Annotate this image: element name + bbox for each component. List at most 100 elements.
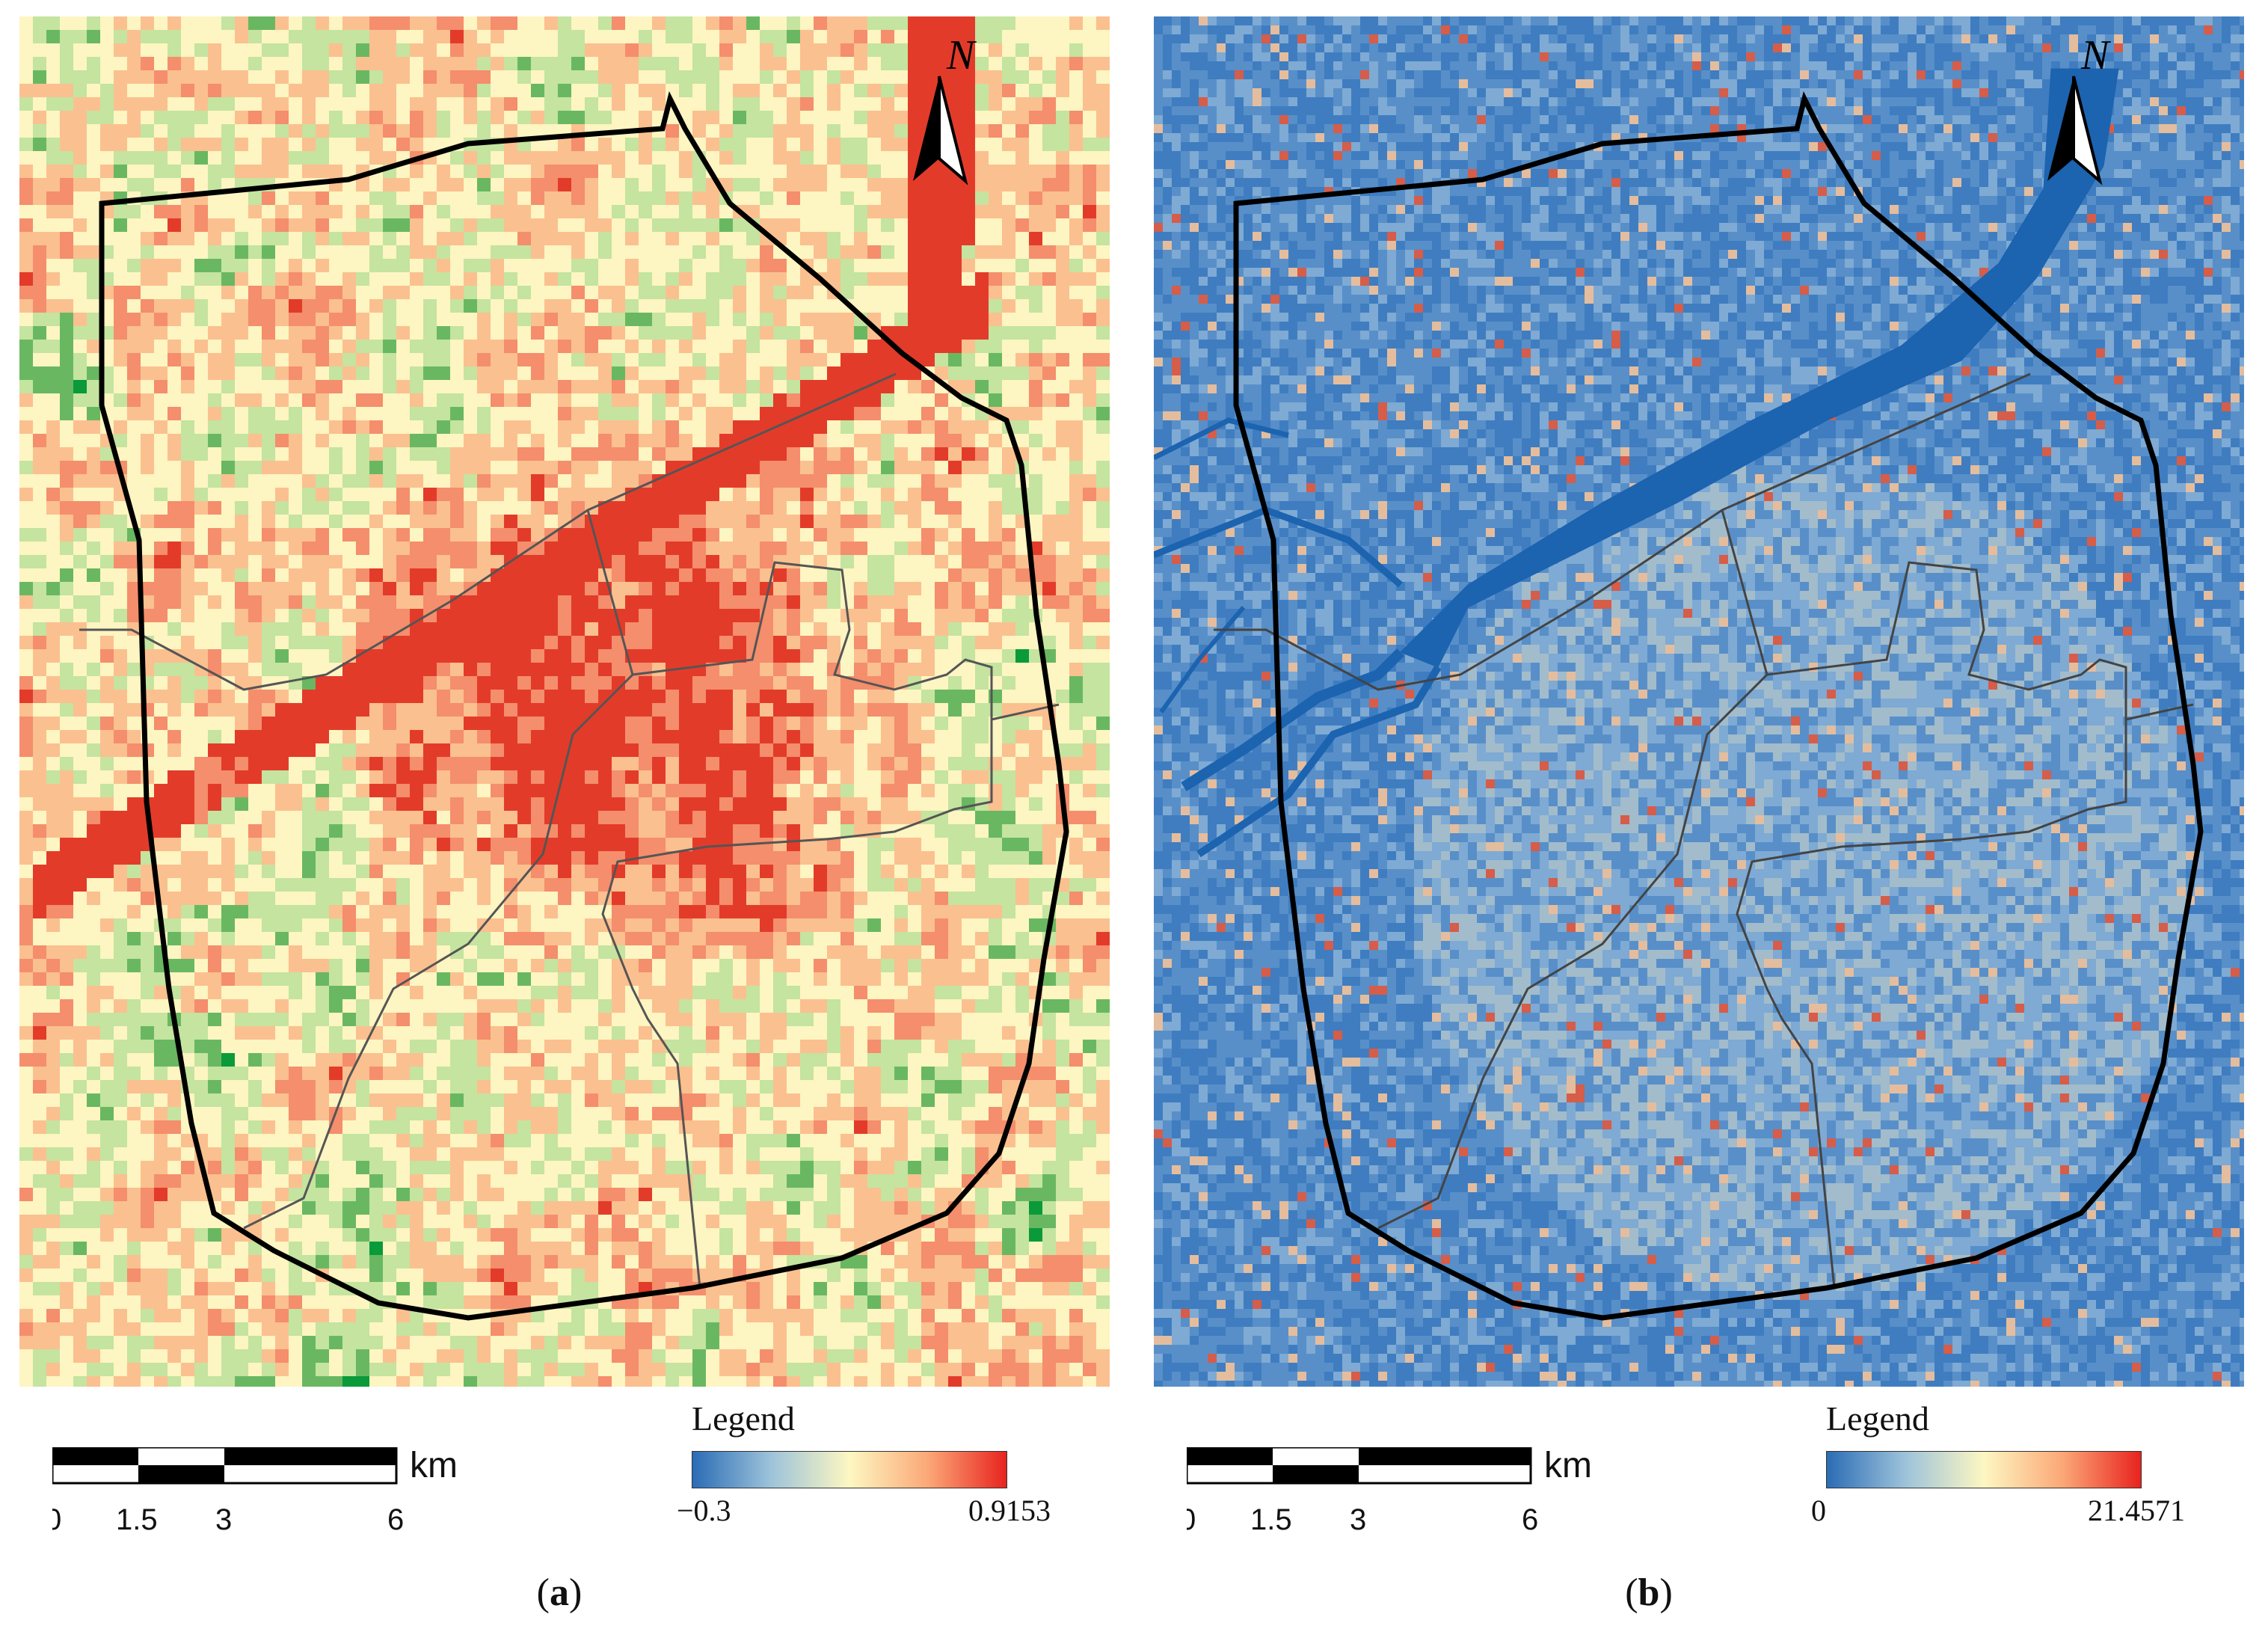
raster-cell	[531, 313, 545, 327]
raster-cell	[423, 70, 437, 85]
raster-cell	[679, 57, 693, 71]
raster-cell	[746, 272, 760, 286]
raster-cell	[342, 676, 357, 690]
raster-cell	[706, 434, 720, 448]
raster-cell	[46, 663, 61, 677]
raster-cell	[894, 528, 909, 542]
raster-cell	[19, 501, 34, 515]
raster-cell	[329, 690, 343, 704]
raster-cell	[544, 57, 559, 71]
raster-cell	[127, 353, 141, 367]
raster-cell	[127, 313, 141, 327]
raster-cell	[396, 70, 411, 85]
raster-cell	[19, 757, 34, 771]
raster-cell	[814, 205, 828, 219]
raster-cell	[558, 609, 572, 623]
raster-cell	[625, 703, 639, 717]
raster-cell	[692, 232, 707, 246]
raster-cell	[1096, 420, 1110, 435]
raster-cell	[935, 609, 949, 623]
raster-cell	[773, 366, 787, 381]
raster-cell	[316, 407, 330, 421]
raster-cell	[396, 420, 411, 435]
raster-cell	[464, 16, 478, 31]
raster-cell	[356, 70, 370, 85]
raster-cell	[639, 515, 653, 529]
raster-cell	[329, 542, 343, 556]
raster-cell	[275, 757, 289, 771]
raster-cell	[383, 757, 397, 771]
raster-cell	[1056, 703, 1070, 717]
raster-cell	[450, 30, 464, 44]
raster-cell	[114, 326, 128, 340]
raster-cell	[544, 595, 559, 610]
raster-cell	[100, 501, 114, 515]
raster-cell	[679, 555, 693, 569]
raster-cell	[302, 380, 316, 394]
raster-cell	[87, 259, 101, 273]
raster-cell	[168, 407, 182, 421]
raster-cell	[840, 191, 855, 206]
raster-cell	[248, 757, 262, 771]
raster-cell	[369, 191, 384, 206]
raster-cell	[450, 447, 464, 461]
raster-cell	[248, 609, 262, 623]
raster-cell	[1015, 609, 1030, 623]
raster-cell	[87, 70, 101, 85]
raster-cell	[733, 218, 747, 233]
raster-cell	[423, 420, 437, 435]
raster-cell	[1029, 676, 1043, 690]
raster-cell	[517, 838, 532, 852]
raster-cell	[181, 636, 195, 650]
raster-cell	[396, 838, 411, 852]
raster-cell	[531, 757, 545, 771]
raster-cell	[1056, 97, 1070, 111]
raster-cell	[329, 757, 343, 771]
raster-cell	[356, 43, 370, 58]
raster-cell	[262, 595, 276, 610]
raster-cell	[73, 447, 87, 461]
raster-cell	[396, 393, 411, 408]
raster-cell	[1015, 286, 1030, 300]
raster-cell	[840, 474, 855, 488]
raster-cell	[719, 286, 734, 300]
raster-cell	[1096, 703, 1110, 717]
raster-cell	[867, 191, 882, 206]
raster-cell	[154, 515, 168, 529]
raster-cell	[450, 757, 464, 771]
raster-cell	[571, 232, 586, 246]
raster-cell	[1069, 366, 1084, 381]
raster-cell	[814, 420, 828, 435]
raster-cell	[73, 582, 87, 596]
raster-cell	[87, 111, 101, 125]
raster-cell	[194, 313, 209, 327]
raster-cell	[1002, 353, 1016, 367]
raster-cell	[235, 770, 249, 785]
raster-cell	[221, 515, 236, 529]
raster-cell	[60, 286, 74, 300]
raster-cell	[989, 138, 1003, 152]
raster-cell	[1096, 555, 1110, 569]
raster-cell	[194, 57, 209, 71]
raster-cell	[208, 84, 222, 98]
raster-cell	[787, 542, 801, 556]
raster-cell	[262, 811, 276, 825]
raster-cell	[114, 703, 128, 717]
raster-cell	[33, 730, 47, 744]
raster-cell	[800, 178, 814, 192]
raster-cell	[827, 70, 841, 85]
raster-cell	[517, 515, 532, 529]
raster-cell	[585, 595, 599, 610]
raster-cell	[894, 16, 909, 31]
raster-cell	[814, 313, 828, 327]
raster-cell	[114, 218, 128, 233]
raster-cell	[975, 165, 989, 179]
raster-cell	[342, 340, 357, 354]
raster-cell	[464, 703, 478, 717]
raster-cell	[464, 272, 478, 286]
raster-cell	[1029, 326, 1043, 340]
raster-cell	[531, 663, 545, 677]
raster-cell	[141, 555, 155, 569]
raster-cell	[962, 245, 976, 260]
raster-cell	[383, 568, 397, 583]
